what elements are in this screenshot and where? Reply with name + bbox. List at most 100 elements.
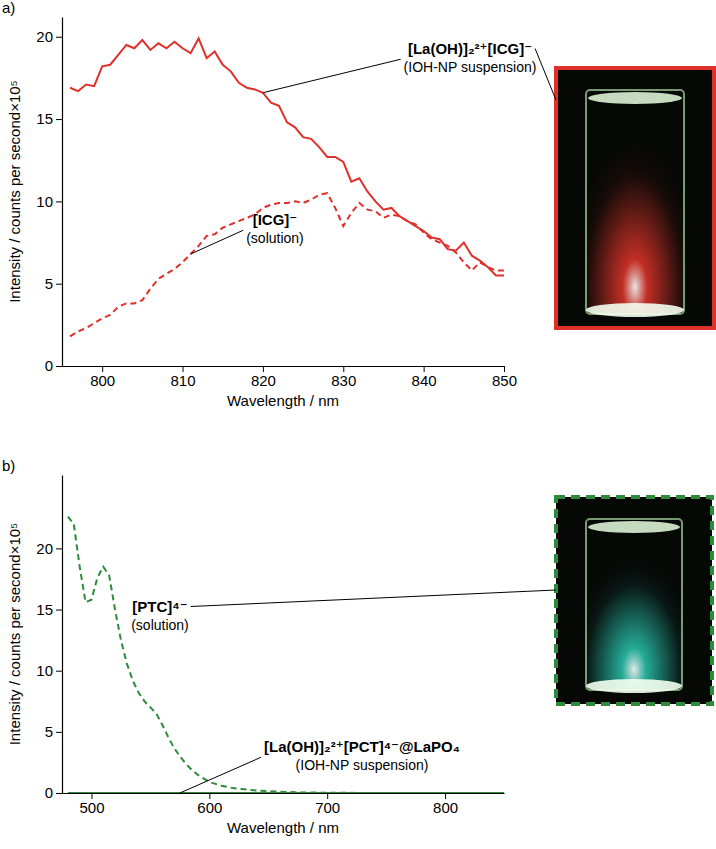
series-name: [La(OH)]₂²⁺[ICG]⁻ [408,40,532,57]
panel-label: b) [2,457,15,474]
tick-label: 10 [36,662,53,679]
x-axis: 800 810 820 830 840 850 [63,366,518,389]
tick-label: 15 [36,601,53,618]
plot-lines [70,38,504,336]
tick-label: 800 [433,799,458,816]
tick-mark [56,793,62,794]
tick-label: 840 [412,372,437,389]
photo-background [556,68,714,328]
panel-label: a) [2,0,15,16]
tick: 800 [433,793,458,816]
x-axis: 500 600 700 800 [63,793,505,816]
tick: 0 [45,784,62,801]
tick: 820 [251,366,276,389]
series-name: [La(OH)]₂²⁺[PCT]⁴⁻@LaPO₄ [264,738,460,755]
bottom-glow [586,679,682,693]
series-name: [ICG]⁻ [253,211,298,228]
y-axis: 0 5 10 15 20 [36,18,62,375]
axis-line [63,366,505,367]
series-name: [PTC]⁴⁻ [132,598,187,615]
meniscus [588,521,680,533]
series-note: (IOH-NP suspension) [296,757,429,773]
panel: 500 600 700 800 0 5 10 15 20 b) Intensity / counts… [2,457,712,836]
tick: 830 [331,366,356,389]
tick: 0 [45,357,62,374]
photo-background [556,497,712,704]
tick-label: 810 [171,372,196,389]
figure: 800 810 820 830 840 850 0 5 10 15 20 a) Intensity / … [0,0,716,849]
tick-label: 800 [90,372,115,389]
tick-mark [56,37,62,38]
leader-line [191,230,244,254]
series-line [68,792,504,793]
x-axis-title: Wavelength / nm [227,392,339,409]
tick-label: 700 [315,799,340,816]
series-line [68,517,504,793]
tick-mark [56,548,62,549]
tick: 5 [45,723,62,740]
y-axis: 0 5 10 15 20 [36,476,62,802]
tick-mark [56,732,62,733]
tick-mark [56,366,62,367]
tick: 810 [171,366,196,389]
tick: 500 [79,793,104,816]
axis-line [62,18,63,367]
tick: 15 [36,601,62,618]
tick-label: 830 [331,372,356,389]
tick: 800 [90,366,115,389]
series-line [70,193,504,336]
y-axis-title: Intensity / counts per second×10⁵ [6,80,23,303]
leader-line [263,59,401,92]
series-label: [La(OH)]₂²⁺[ICG]⁻ (IOH-NP suspension) [404,40,537,75]
axis-line [62,476,63,794]
series-label: [ICG]⁻ (solution) [246,211,304,246]
x-axis-title: Wavelength / nm [227,819,339,836]
photo [556,497,712,704]
panel: 800 810 820 830 840 850 0 5 10 15 20 a) Intensity / … [2,0,714,409]
tick-mark [56,284,62,285]
tick: 10 [36,193,62,210]
axis-line [63,793,505,794]
tick-label: 500 [79,799,104,816]
bottom-glow [586,303,684,317]
tick: 840 [412,366,437,389]
tick-label: 600 [197,799,222,816]
tick: 600 [197,793,222,816]
tick-label: 0 [45,357,53,374]
tick-mark [56,671,62,672]
tick: 700 [315,793,340,816]
photo [556,68,714,328]
photo-border [556,68,714,328]
y-axis-title: Intensity / counts per second×10⁵ [6,523,23,746]
cuvette [586,90,684,314]
tick-label: 5 [45,275,53,292]
tick: 20 [36,28,62,45]
series-label: [PTC]⁴⁻ (solution) [131,598,189,633]
meniscus [588,92,682,104]
tick-mark [56,119,62,120]
tick-label: 0 [45,784,53,801]
series-note: (IOH-NP suspension) [404,59,537,75]
tick: 15 [36,110,62,127]
tick-label: 850 [492,372,517,389]
tick-label: 15 [36,110,53,127]
series-note: (solution) [131,617,189,633]
tick: 850 [492,366,517,389]
tick-label: 20 [36,28,53,45]
leader-line [191,590,556,607]
tick: 20 [36,540,62,557]
tick: 10 [36,662,62,679]
tick: 5 [45,275,62,292]
photo-border [556,497,712,704]
tick-mark [56,610,62,611]
tick-label: 10 [36,193,53,210]
leader-line [180,757,261,793]
tick-label: 5 [45,723,53,740]
series-note: (solution) [246,230,304,246]
tick-mark [56,201,62,202]
series-label: [La(OH)]₂²⁺[PCT]⁴⁻@LaPO₄ (IOH-NP suspensi… [264,738,460,773]
tick-label: 820 [251,372,276,389]
leader-line [535,49,556,101]
tick-label: 20 [36,540,53,557]
cuvette [586,519,682,690]
